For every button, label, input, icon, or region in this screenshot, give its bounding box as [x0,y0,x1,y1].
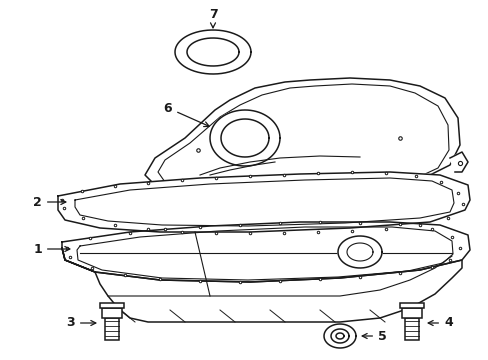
Text: 5: 5 [362,329,386,342]
Polygon shape [335,333,343,339]
Polygon shape [209,110,280,166]
Text: 1: 1 [33,243,70,256]
FancyBboxPatch shape [100,303,124,308]
Text: 6: 6 [163,102,209,127]
Polygon shape [346,243,372,261]
Polygon shape [449,152,467,172]
Polygon shape [330,329,348,343]
Polygon shape [62,248,461,322]
FancyBboxPatch shape [404,318,418,340]
Text: 7: 7 [208,8,217,28]
FancyBboxPatch shape [399,303,423,308]
Text: 2: 2 [33,195,66,208]
Polygon shape [75,178,453,226]
FancyBboxPatch shape [401,308,421,318]
Text: 4: 4 [427,316,452,329]
Polygon shape [145,78,459,198]
Polygon shape [324,324,355,348]
Polygon shape [221,119,268,157]
Polygon shape [58,172,469,232]
Polygon shape [62,222,469,282]
Polygon shape [337,236,381,268]
Text: 3: 3 [66,316,96,329]
FancyBboxPatch shape [102,308,122,318]
FancyBboxPatch shape [105,318,119,340]
